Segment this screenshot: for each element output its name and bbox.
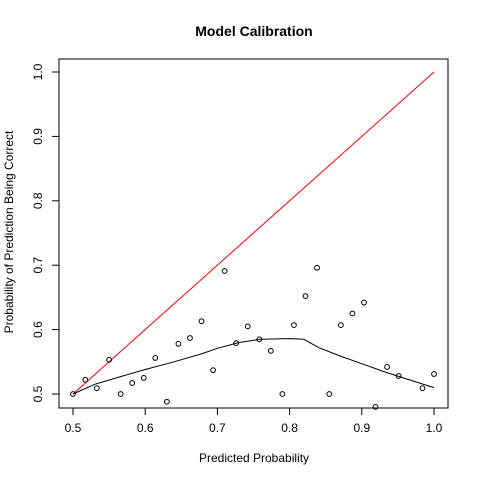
- x-tick-label: 0.9: [353, 421, 370, 435]
- data-point: [233, 340, 240, 347]
- data-point: [244, 323, 251, 330]
- x-tick-label: 0.5: [65, 421, 82, 435]
- data-point: [384, 364, 390, 370]
- plot-area: [70, 71, 437, 410]
- data-point: [70, 391, 76, 397]
- x-tick-label: 1.0: [426, 421, 443, 435]
- y-tick-label: 0.8: [31, 192, 45, 209]
- y-tick-label: 0.5: [31, 385, 45, 402]
- data-point: [326, 391, 333, 397]
- data-point: [314, 264, 320, 271]
- data-point: [129, 380, 136, 386]
- x-axis-label: Predicted Probability: [199, 451, 309, 465]
- x-tick-label: 0.7: [209, 421, 226, 435]
- data-point: [82, 376, 89, 383]
- data-point: [140, 375, 147, 381]
- y-tick-label: 1.0: [31, 63, 45, 80]
- data-point: [302, 293, 309, 300]
- data-point: [361, 299, 367, 306]
- y-tick-label: 0.9: [31, 128, 45, 145]
- reference-line: [72, 71, 435, 395]
- data-point: [349, 310, 356, 317]
- data-point: [198, 318, 205, 325]
- data-point: [210, 367, 216, 374]
- x-tick-label: 0.6: [137, 421, 154, 435]
- data-point: [372, 403, 379, 410]
- data-point: [419, 385, 426, 392]
- data-point: [106, 356, 112, 363]
- x-tick-label: 0.8: [281, 421, 298, 435]
- data-point: [267, 347, 274, 354]
- data-point: [395, 373, 402, 379]
- data-point: [187, 335, 193, 341]
- data-point: [431, 371, 437, 377]
- data-point: [291, 322, 297, 328]
- data-point: [256, 336, 263, 343]
- y-tick-label: 0.6: [31, 321, 45, 338]
- data-point: [337, 322, 344, 328]
- plot-frame: [58, 58, 449, 409]
- data-point: [279, 391, 286, 397]
- chart-title: Model Calibration: [195, 23, 312, 39]
- data-point: [221, 268, 228, 274]
- x-axis: 0.5 0.6 0.7 0.8 0.9 1.0: [65, 408, 443, 435]
- y-tick-label: 0.7: [31, 257, 45, 274]
- data-point: [93, 385, 100, 392]
- data-point: [175, 340, 182, 347]
- y-axis-label: Probability of Prediction Being Correct: [2, 130, 16, 333]
- data-point: [152, 355, 159, 361]
- data-point: [163, 398, 170, 405]
- smooth-curve: [72, 338, 435, 395]
- y-axis: 0.5 0.6 0.7 0.8 0.9 1.0: [31, 63, 59, 402]
- data-point: [117, 391, 124, 397]
